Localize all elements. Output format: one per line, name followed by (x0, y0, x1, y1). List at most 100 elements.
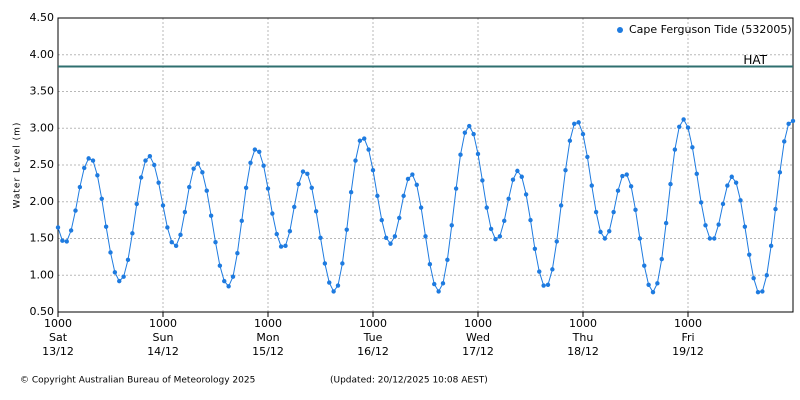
y-tick-label: 1.00 (30, 268, 55, 281)
data-point (506, 196, 511, 202)
data-point (348, 189, 354, 195)
data-point (397, 215, 402, 221)
data-point (243, 185, 249, 190)
data-point (257, 149, 262, 154)
data-point (712, 236, 717, 241)
y-tick-label: 2.00 (30, 195, 55, 208)
data-point (624, 172, 629, 177)
data-point (200, 170, 205, 175)
data-point (677, 124, 682, 129)
y-tick-label: 3.00 (30, 121, 55, 134)
data-point (405, 176, 411, 182)
data-point (309, 185, 314, 190)
data-point (278, 244, 284, 249)
x-tick-label: 1000 (359, 317, 387, 330)
data-point (703, 223, 708, 228)
x-tick-date: 17/12 (462, 345, 494, 358)
data-point (82, 165, 87, 171)
data-point (248, 160, 253, 165)
data-point (672, 147, 678, 152)
x-tick-label: 1000 (674, 317, 702, 330)
data-point (747, 252, 752, 257)
data-point (698, 200, 704, 205)
data-point (725, 183, 730, 188)
data-point (537, 269, 542, 274)
data-point (178, 232, 183, 238)
data-point (204, 188, 209, 193)
data-point (366, 147, 371, 152)
x-tick-date: 19/12 (672, 345, 704, 358)
data-point (742, 224, 748, 229)
data-point (226, 284, 231, 289)
data-point (738, 198, 743, 203)
data-point (370, 167, 376, 173)
data-point (235, 251, 240, 256)
data-point (519, 174, 524, 179)
data-point (327, 280, 332, 285)
data-point (646, 282, 651, 288)
data-point (650, 289, 656, 295)
data-point (681, 117, 686, 122)
plot-frame (57, 17, 794, 313)
data-point (768, 243, 774, 249)
reference-label: HAT (743, 53, 767, 67)
x-tick-date: 16/12 (357, 345, 389, 358)
data-point (668, 181, 673, 187)
data-point (270, 211, 275, 216)
x-tick-day: Mon (256, 331, 279, 344)
updated: (Updated: 20/12/2025 10:08 AEST) (330, 376, 488, 386)
data-point (322, 261, 328, 266)
data-point (720, 201, 726, 207)
x-tick-date: 18/12 (567, 345, 599, 358)
data-point (265, 186, 271, 191)
data-point (690, 145, 695, 150)
data-point (458, 152, 463, 157)
legend-marker (617, 27, 623, 33)
data-point (86, 156, 91, 161)
data-point (187, 184, 192, 190)
data-point (659, 256, 664, 262)
data-point (523, 192, 529, 197)
y-tick-label: 4.50 (30, 11, 55, 24)
data-point (55, 225, 61, 230)
data-point (418, 205, 424, 210)
data-point (130, 231, 135, 236)
data-point (165, 225, 170, 230)
data-point (283, 243, 288, 249)
data-point (427, 262, 433, 267)
data-point (401, 193, 406, 199)
data-point (642, 263, 647, 268)
data-point (112, 270, 118, 275)
data-point (607, 228, 612, 234)
data-point (572, 121, 577, 127)
x-tick-label: 1000 (569, 317, 597, 330)
data-point (760, 289, 765, 294)
y-tick-label: 0.50 (30, 305, 55, 318)
data-point (510, 177, 516, 182)
data-point (751, 275, 756, 281)
data-point (208, 213, 214, 218)
data-point (541, 283, 546, 288)
data-point (773, 206, 778, 212)
data-point (786, 121, 791, 127)
data-point (755, 289, 761, 295)
x-tick-day: Sat (49, 331, 68, 344)
data-point (383, 235, 389, 240)
data-point (274, 231, 279, 237)
data-point (392, 234, 398, 239)
data-point (99, 196, 104, 202)
data-point (633, 207, 638, 213)
data-point (558, 203, 564, 208)
data-point (173, 243, 179, 249)
data-point (685, 125, 691, 130)
data-point (440, 281, 446, 286)
data-point (782, 139, 787, 144)
data-point (169, 239, 174, 245)
data-point (554, 239, 559, 244)
data-point (143, 158, 148, 163)
data-point (64, 239, 69, 244)
copyright: © Copyright Australian Bureau of Meteoro… (20, 376, 255, 386)
data-point (589, 183, 594, 188)
data-point (138, 175, 144, 180)
